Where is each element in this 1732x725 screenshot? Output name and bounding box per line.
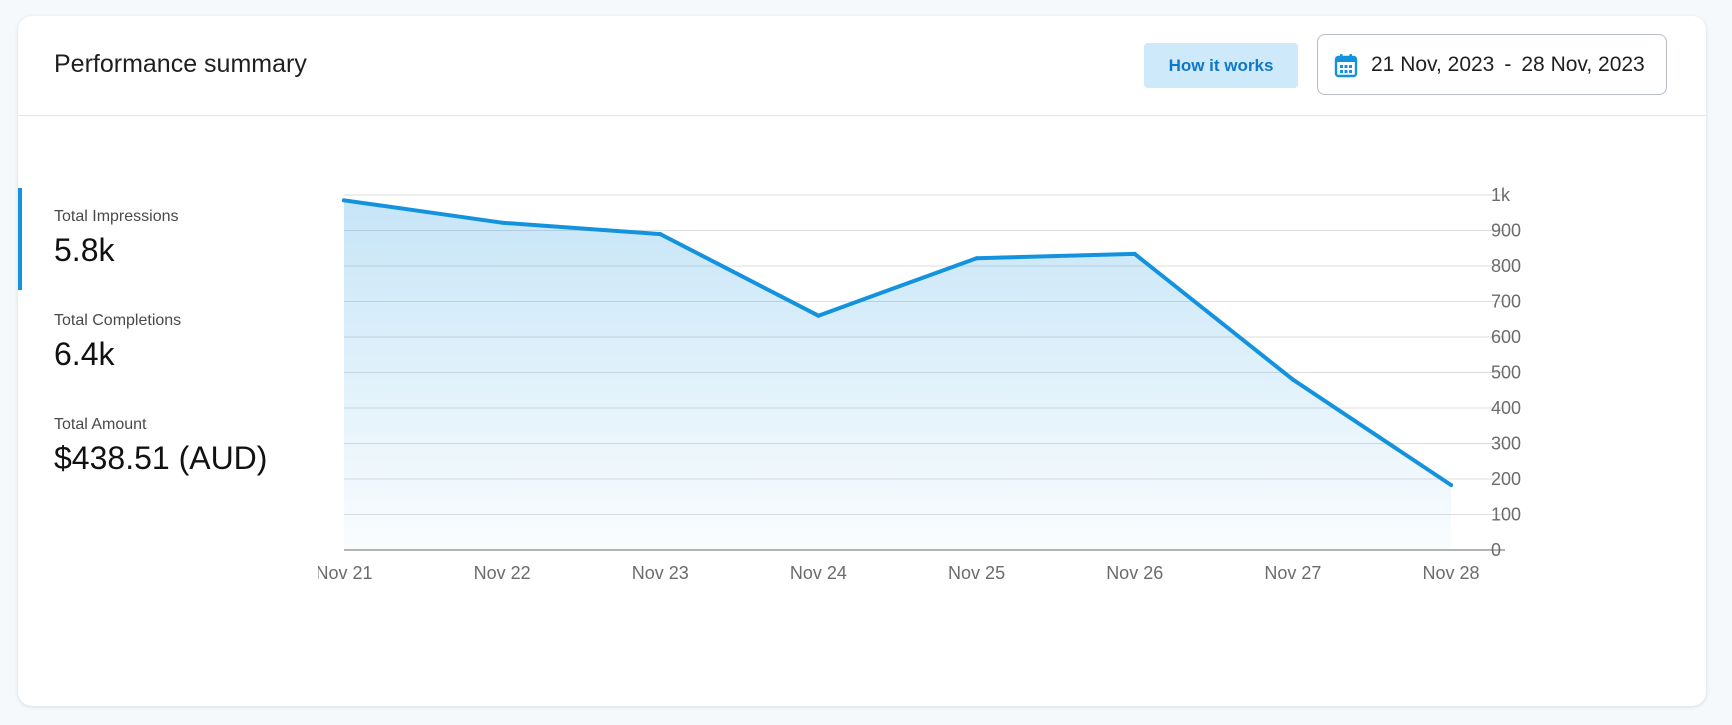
metric-label: Total Completions — [54, 312, 182, 329]
metric-value: $438.51 (AUD) — [54, 440, 268, 476]
y-tick-label: 500 — [1491, 363, 1521, 383]
y-tick-label: 1k — [1491, 185, 1511, 205]
metric-total-impressions[interactable]: Total Impressions 5.8k — [18, 188, 318, 292]
date-start: 21 Nov, 2023 — [1371, 53, 1495, 76]
x-tick-label: Nov 27 — [1264, 563, 1321, 583]
y-tick-label: 800 — [1491, 256, 1521, 276]
y-tick-label: 100 — [1491, 505, 1521, 525]
data-point[interactable] — [658, 232, 663, 237]
x-tick-label: Nov 25 — [948, 563, 1005, 583]
calendar-icon — [1334, 53, 1358, 78]
metric-label: Total Amount — [54, 416, 147, 433]
chart-svg: 0 100 200 300 400 500 600 700 800 900 1k Nov 21 Nov… — [318, 185, 1521, 583]
x-tick-label: Nov 22 — [474, 563, 531, 583]
y-tick-label: 900 — [1491, 221, 1521, 241]
metric-total-amount[interactable]: Total Amount $438.51 (AUD) — [18, 396, 318, 500]
page-title: Performance summary — [54, 50, 307, 78]
data-point[interactable] — [1449, 483, 1453, 488]
metric-value: 5.8k — [54, 232, 115, 268]
card-header: Performance summary How it works 21 Nov,… — [18, 16, 1706, 116]
y-tick-label: 700 — [1491, 292, 1521, 312]
metric-label: Total Impressions — [54, 208, 179, 225]
y-tick-label: 400 — [1491, 398, 1521, 418]
data-point[interactable] — [500, 220, 505, 225]
metric-value: 6.4k — [54, 336, 115, 372]
x-tick-label: Nov 23 — [632, 563, 689, 583]
y-tick-label: 200 — [1491, 469, 1521, 489]
data-point[interactable] — [1132, 251, 1137, 256]
date-range-picker[interactable]: 21 Nov, 2023-28 Nov, 2023 — [1317, 34, 1667, 95]
y-tick-label: 600 — [1491, 327, 1521, 347]
how-it-works-button[interactable]: How it works — [1144, 43, 1298, 88]
data-point[interactable] — [1290, 377, 1295, 382]
data-point[interactable] — [342, 198, 346, 203]
data-point[interactable] — [816, 313, 821, 318]
y-tick-label: 0 — [1491, 540, 1501, 560]
x-tick-label: Nov 28 — [1422, 563, 1479, 583]
metrics-list: Total Impressions 5.8k Total Completions… — [18, 188, 318, 500]
date-separator: - — [1504, 53, 1512, 76]
x-tick-label: Nov 24 — [790, 563, 847, 583]
date-range-text: 21 Nov, 2023-28 Nov, 2023 — [1371, 53, 1645, 77]
performance-summary-card: Performance summary How it works 21 Nov,… — [18, 16, 1706, 706]
date-end: 28 Nov, 2023 — [1521, 53, 1645, 76]
x-tick-label: Nov 21 — [318, 563, 373, 583]
data-point[interactable] — [974, 256, 979, 261]
x-tick-label: Nov 26 — [1106, 563, 1163, 583]
metric-total-completions[interactable]: Total Completions 6.4k — [18, 292, 318, 396]
y-tick-label: 300 — [1491, 434, 1521, 454]
impressions-line — [342, 198, 1453, 487]
impressions-chart: 0 100 200 300 400 500 600 700 800 900 1k Nov 21 Nov… — [318, 166, 1678, 656]
